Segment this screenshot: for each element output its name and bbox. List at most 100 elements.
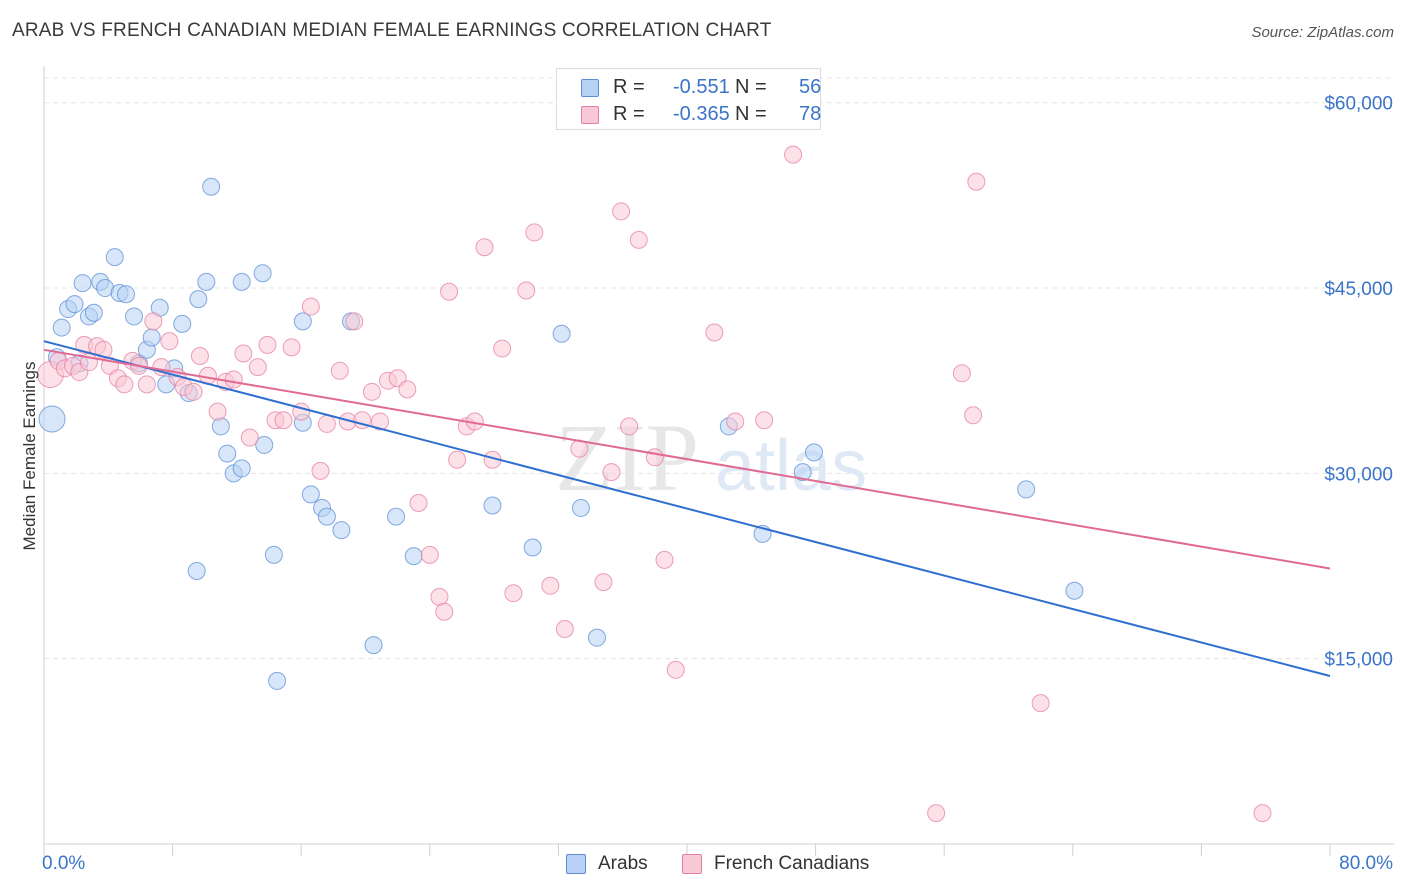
point-arabs: [317, 507, 336, 526]
source-credit: Source: ZipAtlas.com: [1251, 24, 1394, 41]
point-french-canadians: [144, 312, 163, 331]
legend-n-label: N =: [735, 103, 767, 125]
point-french-canadians: [258, 335, 277, 354]
point-french-canadians: [137, 375, 156, 394]
point-arabs: [264, 545, 283, 564]
point-french-canadians: [541, 576, 560, 595]
point-arabs: [364, 636, 383, 655]
legend-r-value: -0.365: [673, 103, 730, 125]
point-arabs: [253, 264, 272, 283]
point-arabs: [793, 463, 812, 482]
chart-title: ARAB VS FRENCH CANADIAN MEDIAN FEMALE EA…: [12, 20, 772, 41]
point-french-canadians: [190, 346, 209, 365]
point-french-canadians: [224, 370, 243, 389]
point-arabs: [387, 507, 406, 526]
trend-lines: [43, 340, 1331, 677]
point-french-canadians: [517, 281, 536, 300]
point-arabs: [523, 538, 542, 557]
legend-r-label: R =: [613, 103, 645, 125]
point-french-canadians: [208, 402, 227, 421]
y-tick-label: $60,000: [1324, 94, 1393, 115]
point-arabs: [187, 561, 206, 580]
y-tick-label: $30,000: [1324, 464, 1393, 485]
point-french-canadians: [420, 545, 439, 564]
point-french-canadians: [504, 584, 523, 603]
bottom-legend-swatch-french-canadians: [682, 854, 702, 874]
point-french-canadians: [160, 332, 179, 351]
point-arabs: [301, 485, 320, 504]
point-french-canadians: [645, 448, 664, 467]
point-french-canadians: [927, 804, 946, 823]
point-french-canadians: [370, 412, 389, 431]
point-arabs: [1017, 480, 1036, 499]
point-arabs: [65, 295, 84, 314]
point-french-canadians: [282, 338, 301, 357]
legend-n-value: 78: [799, 103, 822, 125]
stats-legend: R = -0.551 N = 56 R = -0.365 N = 78: [556, 68, 821, 130]
point-french-canadians: [301, 297, 320, 316]
point-french-canadians: [234, 344, 253, 363]
point-arabs: [268, 671, 287, 690]
point-french-canadians: [311, 461, 330, 480]
bottom-legend-label-arabs: Arabs: [598, 853, 648, 874]
point-french-canadians: [274, 411, 293, 430]
point-arabs: [116, 285, 135, 304]
point-french-canadians: [115, 375, 134, 394]
point-french-canadians: [755, 411, 774, 430]
point-arabs: [1065, 581, 1084, 600]
point-arabs: [84, 303, 103, 322]
point-french-canadians: [1031, 694, 1050, 713]
legend-r-value: -0.551: [673, 76, 730, 98]
point-arabs: [293, 312, 312, 331]
point-french-canadians: [655, 550, 674, 569]
point-french-canadians: [964, 406, 983, 425]
point-french-canadians: [345, 312, 364, 331]
point-french-canadians: [184, 382, 203, 401]
point-arabs: [404, 547, 423, 566]
point-french-canadians: [409, 494, 428, 513]
point-french-canadians: [612, 202, 631, 221]
point-arabs: [483, 496, 502, 515]
point-french-canadians: [248, 358, 267, 377]
trend-line-french-canadians: [43, 348, 1331, 570]
point-french-canadians: [629, 230, 648, 249]
bottom-legend-swatch-arabs: [566, 854, 586, 874]
point-arabs: [232, 459, 251, 478]
y-tick-label: $45,000: [1324, 279, 1393, 300]
legend-swatch-french-canadians: [581, 106, 599, 124]
point-french-canadians: [317, 414, 336, 433]
point-arabs: [202, 177, 221, 196]
point-french-canadians: [594, 573, 613, 592]
point-french-canadians: [726, 412, 745, 431]
point-french-canadians: [94, 340, 113, 359]
point-french-canadians: [475, 238, 494, 257]
point-french-canadians: [493, 339, 512, 358]
point-french-canadians: [620, 417, 639, 436]
watermark-atlas: atlas: [715, 426, 867, 506]
point-french-canadians: [525, 223, 544, 242]
point-arabs: [73, 274, 92, 293]
point-french-canadians: [666, 660, 685, 679]
point-french-canadians: [1253, 804, 1272, 823]
point-arabs: [587, 628, 606, 647]
point-arabs: [189, 290, 208, 309]
point-arabs: [804, 443, 823, 462]
point-french-canadians: [240, 428, 259, 447]
legend-swatch-arabs: [581, 79, 599, 97]
trend-line-arabs: [43, 340, 1331, 677]
point-arabs: [211, 417, 230, 436]
point-french-canadians: [448, 450, 467, 469]
legend-n-label: N =: [735, 76, 767, 98]
point-arabs: [105, 248, 124, 267]
point-arabs: [571, 498, 590, 517]
point-french-canadians: [330, 361, 349, 380]
legend-r-label: R =: [613, 76, 645, 98]
point-french-canadians: [362, 382, 381, 401]
point-arabs: [232, 272, 251, 291]
point-french-canadians: [705, 323, 724, 342]
point-arabs: [218, 444, 237, 463]
point-arabs: [125, 307, 144, 326]
tick-labels: $15,000 $30,000 $45,000 $60,000 0.0% 80.0%: [42, 94, 1393, 874]
point-arabs: [255, 435, 274, 454]
